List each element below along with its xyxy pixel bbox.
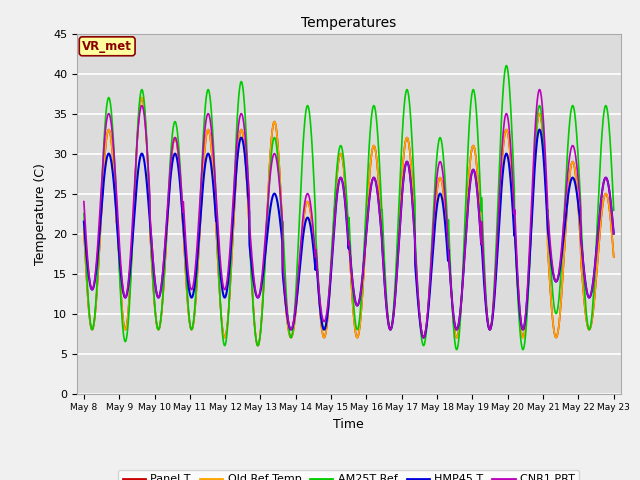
AM25T Ref [610,207,618,213]
CNR1 PRT [420,335,428,340]
AM25T Ref [335,150,342,156]
HMP45 T [80,219,88,225]
Panel T [552,335,559,340]
HMP45 T [420,335,428,340]
X-axis label: Time: Time [333,418,364,431]
Old Ref Temp [254,343,262,348]
AM25T Ref [502,63,510,69]
Panel T [604,194,611,200]
CNR1 PRT [324,294,332,300]
Old Ref Temp [335,154,343,160]
Old Ref Temp [604,194,611,200]
Y-axis label: Temperature (C): Temperature (C) [35,163,47,264]
Line: CNR1 PRT: CNR1 PRT [84,90,614,337]
HMP45 T [163,223,170,228]
HMP45 T [335,180,342,186]
Text: VR_met: VR_met [82,40,132,53]
Legend: Panel T, Old Ref Temp, AM25T Ref, HMP45 T, CNR1 PRT: Panel T, Old Ref Temp, AM25T Ref, HMP45 … [118,470,579,480]
Panel T [254,343,262,348]
HMP45 T [536,127,543,132]
HMP45 T [610,231,618,237]
AM25T Ref [474,131,481,137]
Panel T [326,294,333,300]
CNR1 PRT [80,199,88,204]
Old Ref Temp [326,294,333,300]
AM25T Ref [604,108,611,114]
Line: Old Ref Temp: Old Ref Temp [84,97,614,346]
Old Ref Temp [552,335,559,340]
CNR1 PRT [604,178,611,184]
AM25T Ref [552,311,559,316]
AM25T Ref [80,211,88,216]
HMP45 T [324,301,332,307]
Panel T [138,95,146,100]
AM25T Ref [163,223,170,228]
Old Ref Temp [80,227,88,232]
Panel T [163,225,171,230]
Old Ref Temp [610,254,618,260]
Title: Temperatures: Temperatures [301,16,396,30]
AM25T Ref [324,295,332,301]
HMP45 T [604,178,611,184]
Line: HMP45 T: HMP45 T [84,130,614,337]
CNR1 PRT [163,215,170,220]
AM25T Ref [453,347,461,352]
HMP45 T [552,278,559,284]
CNR1 PRT [536,87,543,93]
Line: AM25T Ref: AM25T Ref [84,66,614,349]
CNR1 PRT [474,194,481,200]
Panel T [335,154,343,160]
CNR1 PRT [335,180,342,186]
HMP45 T [474,194,481,200]
Old Ref Temp [138,95,146,100]
Panel T [610,254,618,260]
Panel T [80,227,88,232]
Panel T [474,180,482,186]
CNR1 PRT [610,231,618,237]
Line: Panel T: Panel T [84,97,614,346]
Old Ref Temp [163,225,171,230]
CNR1 PRT [552,278,559,284]
Old Ref Temp [474,180,482,186]
